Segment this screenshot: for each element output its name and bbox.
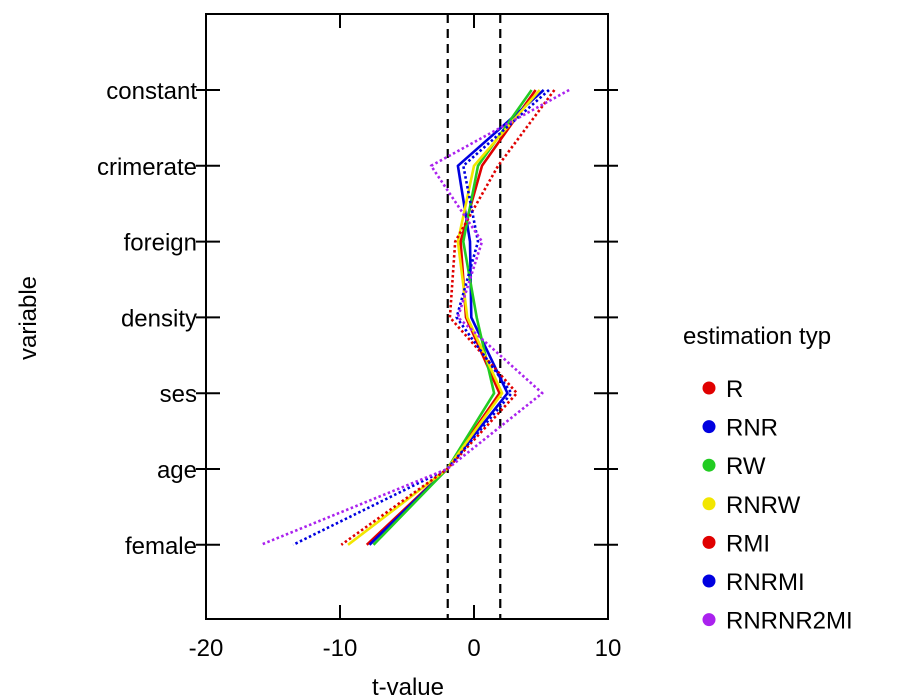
y-axis-label: variable xyxy=(15,276,42,360)
legend-marker-RNRMI xyxy=(702,574,716,588)
legend-label-RMI: RMI xyxy=(726,530,770,557)
x-axis-label: t-value xyxy=(372,674,444,699)
series-line-RW xyxy=(372,89,533,546)
series-line-RNRW xyxy=(347,89,541,546)
series-line-RNRMI xyxy=(292,89,550,546)
series-line-RMI xyxy=(340,89,556,546)
x-tick-label: -10 xyxy=(323,635,358,662)
y-tick-label: constant xyxy=(106,78,197,105)
legend-label-RNRMI: RNRMI xyxy=(726,569,805,596)
y-axis-ticks: constant crimerate foreign density ses age fem… xyxy=(97,78,618,560)
legend-marker-RNRNR2MI xyxy=(702,613,716,627)
legend-marker-RMI xyxy=(702,535,716,549)
legend-marker-RW xyxy=(702,458,716,472)
plot-border xyxy=(205,13,609,620)
x-tick-label: 0 xyxy=(467,635,480,662)
y-tick-label: crimerate xyxy=(97,154,197,181)
legend-marker-RNR xyxy=(702,420,716,434)
legend-label-RNRW: RNRW xyxy=(726,492,801,519)
legend-label-RNRNR2MI: RNRNR2MI xyxy=(726,608,853,635)
y-tick-label: female xyxy=(125,533,197,560)
legend-label-R: R xyxy=(726,376,743,403)
legend: estimation typ R RNR RW RNRW RMI RNRMI RNRNR2M… xyxy=(683,323,853,635)
x-tick-label: -20 xyxy=(189,635,224,662)
x-axis-ticks: -20 -10 0 10 xyxy=(189,14,622,662)
series-lines xyxy=(260,88,570,547)
y-tick-label: foreign xyxy=(124,230,197,257)
plot-frame xyxy=(205,13,609,620)
series-line-RNRNR2MI xyxy=(260,88,570,547)
y-tick-label: ses xyxy=(160,381,197,408)
reference-lines xyxy=(446,14,502,619)
x-tick-label: 10 xyxy=(595,635,622,662)
y-tick-label: density xyxy=(121,305,197,332)
legend-title: estimation typ xyxy=(683,323,831,350)
legend-marker-R xyxy=(702,381,716,395)
y-tick-label: age xyxy=(157,457,197,484)
legend-marker-RNRW xyxy=(702,497,716,511)
legend-label-RNR: RNR xyxy=(726,415,778,442)
legend-label-RW: RW xyxy=(726,453,766,480)
